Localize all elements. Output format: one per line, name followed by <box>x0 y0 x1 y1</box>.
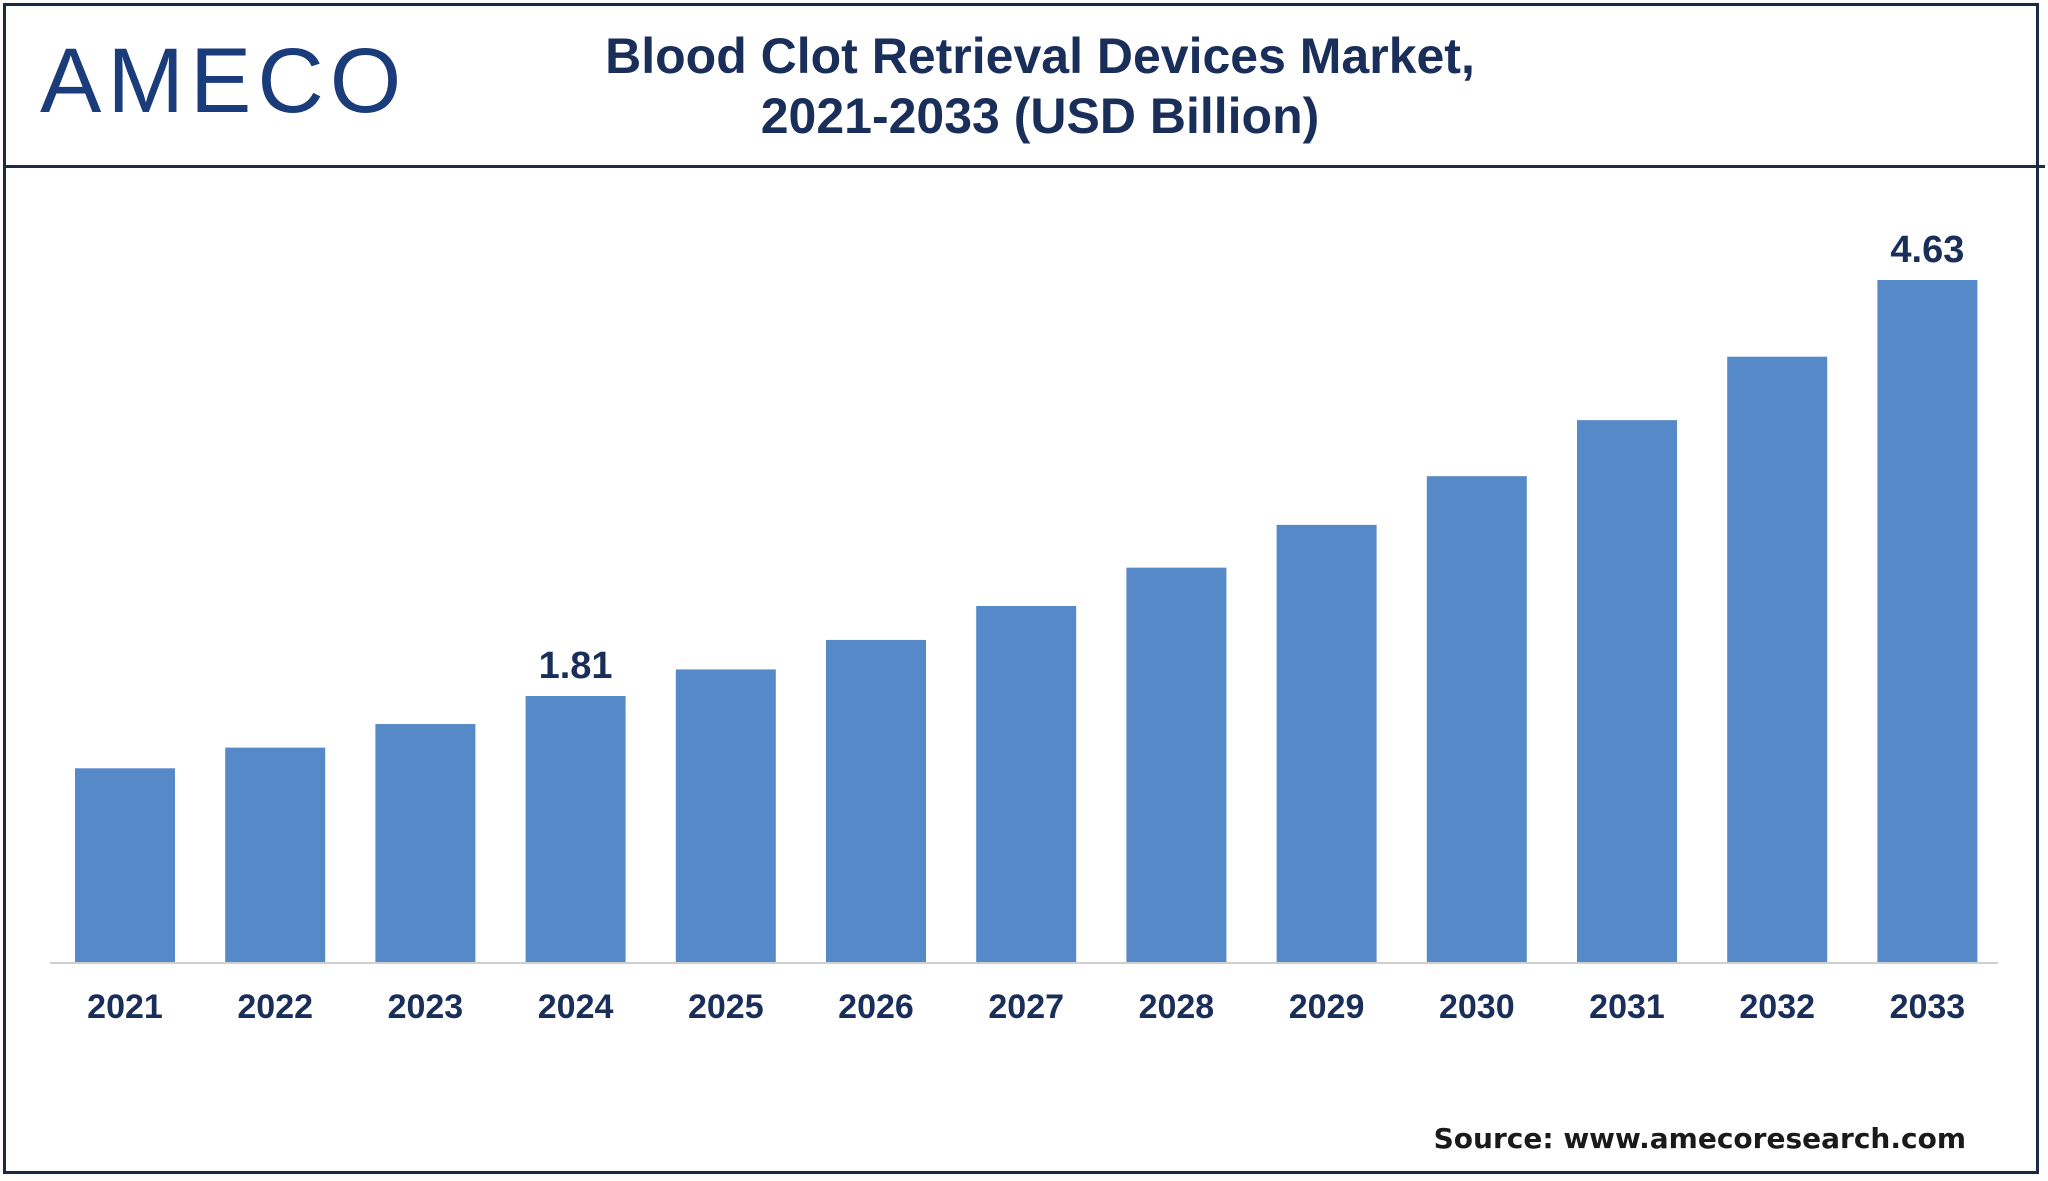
ameco-logo: AMECO <box>40 30 408 132</box>
bar-2028 <box>1126 567 1227 963</box>
bar-2031 <box>1577 420 1677 963</box>
x-tick-label-2033: 2033 <box>1890 988 1966 1026</box>
chart-title-line-2: 2021-2033 (USD Billion) <box>760 88 1320 144</box>
data-label-2024: 1.81 <box>539 645 613 687</box>
bar-2030 <box>1426 476 1527 963</box>
bar-group <box>75 280 1978 963</box>
x-tick-label-2030: 2030 <box>1439 988 1515 1026</box>
outer-frame <box>3 3 2039 1174</box>
bar-2023 <box>375 724 476 963</box>
x-tick-label-2023: 2023 <box>388 988 464 1026</box>
bar-2027 <box>976 606 1077 963</box>
x-tick-label-2027: 2027 <box>988 988 1064 1026</box>
bar-2022 <box>225 747 326 963</box>
data-label-2033: 4.63 <box>1890 229 1964 271</box>
x-tick-labels: 2021 2022 2023 2024 2025 2026 2027 2028 2029 2030… <box>87 988 1965 1026</box>
data-labels: 1.81 4.63 <box>539 229 1965 687</box>
source-note: Source: www.amecoresearch.com <box>1433 1122 1966 1155</box>
x-tick-label-2029: 2029 <box>1289 988 1365 1026</box>
x-tick-label-2022: 2022 <box>237 988 313 1026</box>
x-tick-label-2024: 2024 <box>538 988 614 1026</box>
bar-2024 <box>525 695 626 963</box>
x-tick-label-2021: 2021 <box>87 988 163 1026</box>
chart-title-line-1: Blood Clot Retrieval Devices Market, <box>605 28 1475 84</box>
bar-2026 <box>826 639 926 963</box>
x-tick-label-2025: 2025 <box>688 988 764 1026</box>
x-tick-label-2026: 2026 <box>838 988 914 1026</box>
x-tick-label-2032: 2032 <box>1739 988 1815 1026</box>
bar-2033 <box>1877 280 1978 963</box>
bar-2025 <box>675 669 776 963</box>
bar-2029 <box>1276 524 1377 963</box>
header-divider <box>3 165 2045 168</box>
bar-2021 <box>75 768 175 963</box>
chart-title: Blood Clot Retrieval Devices Market, 202… <box>440 26 1640 146</box>
x-tick-label-2031: 2031 <box>1589 988 1665 1026</box>
x-tick-label-2028: 2028 <box>1139 988 1215 1026</box>
bar-2032 <box>1727 356 1828 963</box>
